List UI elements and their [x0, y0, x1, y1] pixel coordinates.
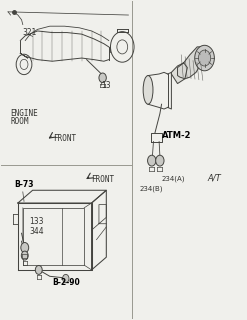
Circle shape [99, 73, 106, 83]
Circle shape [147, 155, 156, 166]
Circle shape [195, 45, 214, 71]
Ellipse shape [143, 76, 153, 104]
Text: ENGINE: ENGINE [11, 109, 38, 118]
Text: FRONT: FRONT [91, 175, 114, 184]
Text: B-73: B-73 [14, 180, 34, 189]
Text: 321: 321 [23, 28, 37, 37]
Polygon shape [178, 47, 205, 79]
Text: A/T: A/T [207, 174, 221, 183]
Circle shape [35, 266, 42, 274]
Text: FRONT: FRONT [54, 134, 77, 143]
Polygon shape [171, 63, 187, 84]
Circle shape [21, 251, 28, 260]
Text: 133: 133 [29, 217, 43, 226]
Circle shape [156, 155, 164, 166]
Text: 234(A): 234(A) [162, 176, 185, 182]
Text: 234(B): 234(B) [140, 185, 163, 192]
Circle shape [21, 243, 29, 253]
Text: ATM-2: ATM-2 [162, 131, 191, 140]
Text: 344: 344 [29, 227, 43, 236]
Circle shape [198, 50, 211, 66]
Text: B-2-90: B-2-90 [52, 278, 80, 287]
Text: ROOM: ROOM [11, 117, 29, 126]
Text: 13: 13 [102, 81, 111, 90]
Circle shape [62, 274, 69, 283]
